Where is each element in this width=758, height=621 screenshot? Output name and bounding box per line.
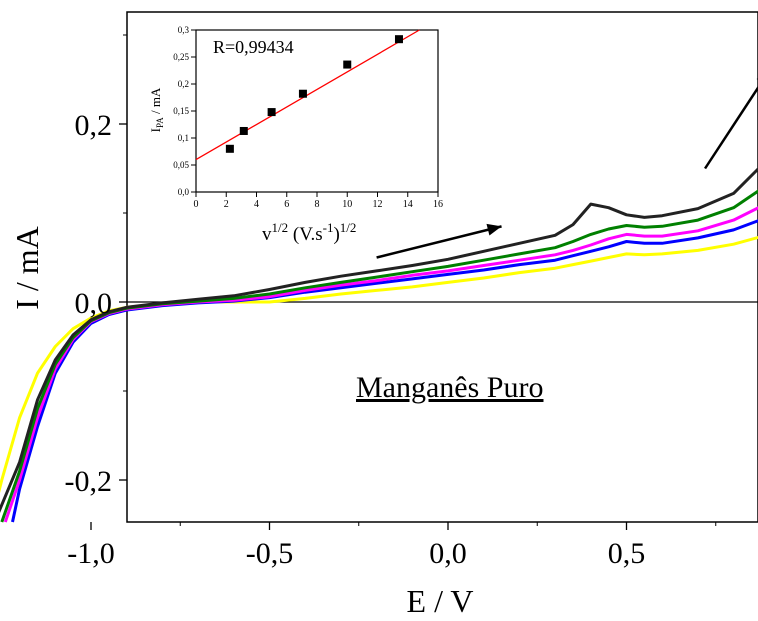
main-x-tick-label: -0,5 [246, 537, 294, 570]
inset-data-point [343, 60, 352, 69]
main-x-tick-label: 0,0 [429, 537, 467, 570]
inset-y-tick-label: 0,25 [173, 52, 189, 62]
main-axis-ticks [90, 34, 717, 530]
main-y-tick-label: 0,0 [75, 287, 113, 320]
inset-background [195, 29, 439, 193]
inset-x-tick-label: 2 [224, 199, 229, 210]
main-y-tick-label: 0,2 [75, 109, 113, 142]
voltammogram-line-1 [0, 235, 758, 494]
inset-y-tick-labels: 0,0 0,05 0,1 0,15 0,2 0,25 0,3 [173, 25, 189, 197]
inset-y-tick-label: 0,05 [173, 160, 189, 170]
inset-y-tick-label: 0,1 [178, 133, 189, 143]
inset-y-tick-label: 0,3 [178, 25, 190, 35]
scan-arrow-3 [703, 78, 758, 170]
main-plot-frame [126, 11, 758, 523]
inset-y-tick-label: 0,2 [178, 79, 189, 89]
inset-y-tick-label: 0,0 [178, 187, 190, 197]
main-y-tick-labels: -0,2 0,0 0,2 [65, 109, 113, 498]
inset-x-tick-label: 4 [254, 199, 259, 210]
inset-data-point [225, 144, 234, 153]
inset-x-tick-label: 12 [373, 199, 383, 210]
inset-data-point [298, 89, 307, 98]
inset-data-point [267, 108, 276, 117]
inset-data-points [225, 35, 403, 153]
inset-x-tick-label: 6 [284, 199, 289, 210]
inset-axis-ticks [191, 29, 439, 197]
inset-x-tick-label: 8 [315, 199, 320, 210]
inset-x-tick-label: 10 [342, 199, 352, 210]
main-x-tick-label: 0,5 [608, 537, 646, 570]
voltammogram-series [0, 166, 758, 523]
voltammogram-line-5 [0, 166, 758, 513]
sample-annotation: Manganês Puro [356, 371, 543, 404]
inset-x-tick-label: 14 [403, 199, 413, 210]
scan-arrow-2 [376, 223, 502, 259]
linear-fit-line [195, 29, 420, 161]
inset-x-tick-label: 0 [194, 199, 199, 210]
main-x-tick-label: -1,0 [67, 537, 115, 570]
inset-x-tick-label: 16 [433, 199, 443, 210]
inset-fit-line [195, 29, 420, 161]
inset-data-point [239, 126, 248, 135]
inset-x-axis-title: v1/2 (V.s-1)1/2 [262, 220, 356, 245]
main-y-tick-label: -0,2 [65, 465, 113, 498]
inset-y-tick-label: 0,15 [173, 106, 189, 116]
main-x-axis-title: E / V [407, 583, 474, 619]
inset-x-tick-labels: 0 2 4 6 8 10 12 14 16 [194, 199, 444, 210]
inset-r-annotation: R=0,99434 [213, 37, 294, 57]
voltammogram-line-2 [11, 219, 758, 523]
inset-y-axis-title: IPA / mA [148, 87, 165, 132]
main-y-axis-title: I / mA [9, 226, 45, 310]
main-x-tick-labels: -1,5-1,0-0,50,00,51,01,5 [67, 537, 646, 570]
inset-data-point [394, 35, 403, 44]
